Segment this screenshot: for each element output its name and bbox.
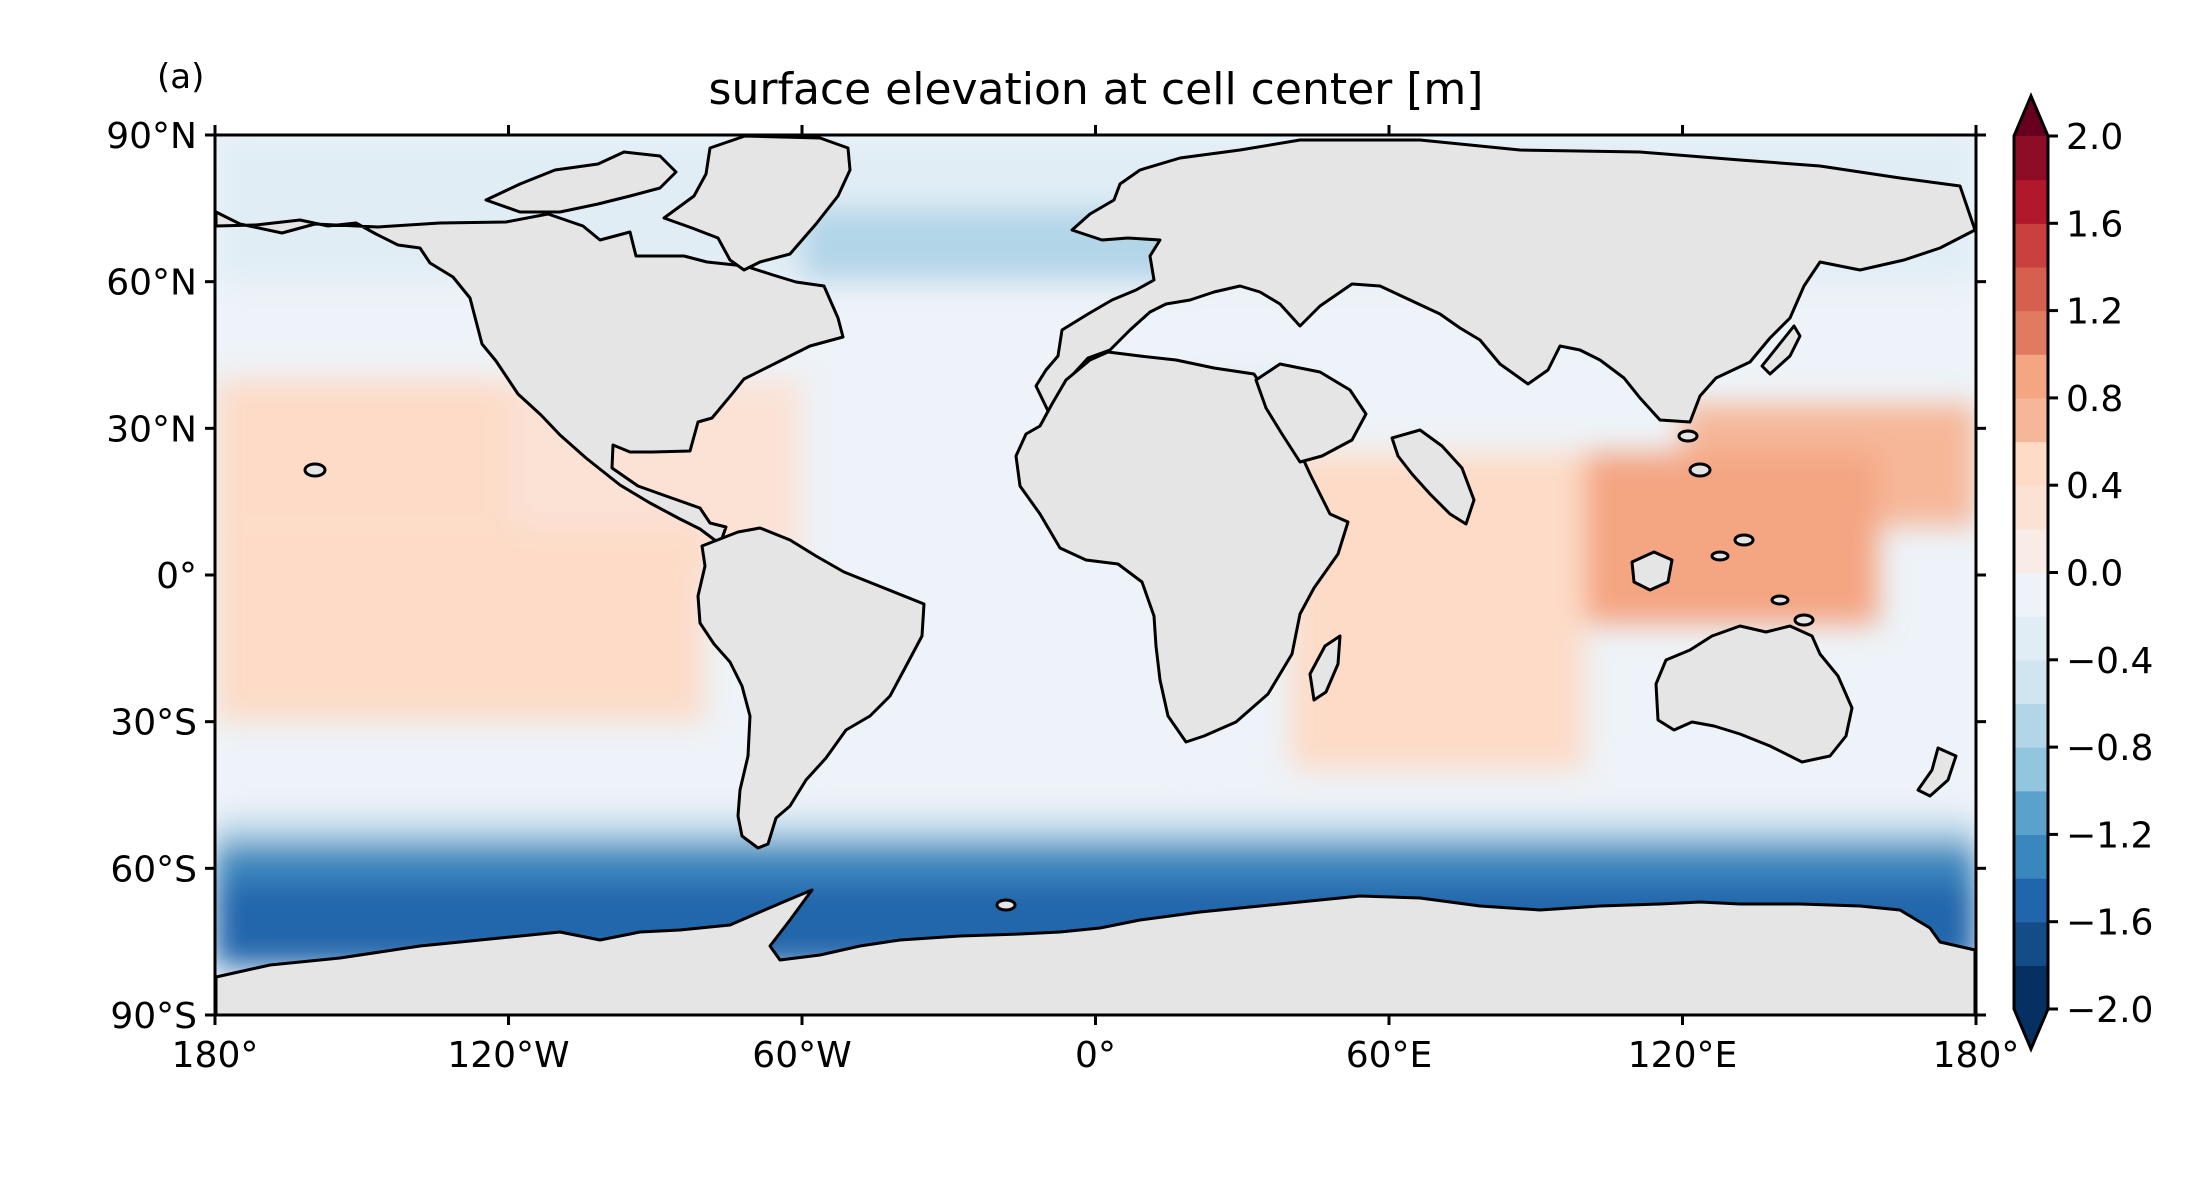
colorbar-ticks: 2.0 1.6 1.2 0.8 0.4 0.0 −0.4 −0.8 −1.2 −1.6 −2.0: [2048, 117, 2153, 1031]
landmass-arabia: [1254, 362, 1368, 464]
colorbar-tick-label: −0.8: [2066, 728, 2153, 769]
landmass-borneo: [1630, 550, 1674, 592]
colorbar-segment: [2014, 179, 2048, 224]
x-tick-label: 0°: [1075, 1035, 1116, 1076]
field-band: [215, 843, 1976, 883]
island: [303, 462, 327, 478]
colorbar-segment: [2014, 965, 2048, 1010]
landmass-africa: [1014, 350, 1350, 744]
colorbar-tick-label: 0.4: [2066, 466, 2123, 507]
landmass-antarctica: [215, 888, 1976, 1015]
colorbar-tick-label: 1.2: [2066, 292, 2123, 333]
colorbar-tick-label: −1.2: [2066, 815, 2153, 856]
colorbar-segment: [2014, 659, 2048, 705]
landmass-india: [1390, 428, 1476, 526]
land-layer: [215, 135, 1976, 1015]
x-tick-label: 120°W: [447, 1035, 569, 1076]
colorbar-segment: [2014, 441, 2048, 486]
colorbar-segment: [2014, 528, 2048, 574]
colorbar-tick-label: −1.6: [2066, 903, 2153, 944]
colorbar-segment: [2014, 485, 2048, 530]
colorbar-segments: [2014, 136, 2048, 1010]
y-tick-label: 30°N: [106, 409, 197, 450]
colorbar-tick-label: 2.0: [2066, 117, 2123, 158]
field-band: [215, 526, 705, 722]
colorbar-tick-label: 1.6: [2066, 204, 2123, 245]
colorbar-tick-label: 0.0: [2066, 554, 2123, 595]
colorbar-segment: [2014, 616, 2048, 661]
colorbar-segment: [2014, 310, 2048, 355]
colorbar-under-extend: [2014, 1009, 2048, 1049]
landmass-new-zealand: [1916, 746, 1958, 798]
island: [1710, 550, 1730, 562]
field-band: [215, 379, 509, 527]
x-tick-label: 120°E: [1628, 1035, 1737, 1076]
x-tick-label: 60°E: [1346, 1035, 1433, 1076]
colorbar-segment: [2014, 223, 2048, 268]
y-tick-label: 90°S: [110, 996, 197, 1037]
colorbar-segment: [2014, 790, 2048, 835]
colorbar-segment: [2014, 878, 2048, 923]
panel-label: (a): [157, 57, 204, 97]
colorbar-tick-label: −2.0: [2066, 990, 2153, 1031]
colorbar-segment: [2014, 136, 2048, 181]
x-axis-ticks: 180° 120°W 60°W 0° 60°E 120°E 180°: [172, 125, 2020, 1076]
field-band: [215, 819, 1976, 844]
y-tick-label: 60°N: [106, 263, 197, 304]
colorbar-segment: [2014, 397, 2048, 443]
island: [1688, 462, 1712, 478]
landmass-greenland: [662, 135, 852, 272]
y-axis-ticks: 90°N 60°N 30°N 0° 30°S 60°S 90°S: [106, 116, 1986, 1037]
y-tick-label: 30°S: [110, 703, 197, 744]
colorbar-segment: [2014, 354, 2048, 399]
colorbar-tick-label: 0.8: [2066, 379, 2123, 420]
map-area: [215, 135, 1976, 1015]
x-tick-label: 60°W: [752, 1035, 851, 1076]
island: [1770, 594, 1790, 606]
colorbar: 2.0 1.6 1.2 0.8 0.4 0.0 −0.4 −0.8 −1.2 −1.6 −2.0: [2012, 92, 2153, 1053]
landmass-australia: [1654, 624, 1854, 764]
colorbar-tick-label: −0.4: [2066, 641, 2153, 682]
x-tick-label: 180°: [172, 1035, 259, 1076]
island: [1793, 613, 1815, 627]
landmass-north-america: [215, 210, 845, 546]
landmass-south-america: [696, 526, 926, 850]
island: [1677, 429, 1699, 443]
field-band: [215, 770, 1976, 820]
landmass-arctic-islands: [484, 150, 678, 214]
x-tick-label: 180°: [1933, 1035, 2020, 1076]
colorbar-segment: [2014, 572, 2048, 617]
colorbar-segment: [2014, 921, 2048, 966]
colorbar-segment: [2014, 747, 2048, 792]
y-tick-label: 0°: [156, 556, 197, 597]
field-band: [1291, 452, 1585, 771]
colorbar-segment: [2014, 834, 2048, 879]
landmass-eurasia: [1034, 138, 1976, 424]
landmass-japan: [1760, 324, 1802, 376]
colorbar-segment: [2014, 266, 2048, 312]
field-band: [1584, 452, 1879, 624]
landmass-madagascar: [1308, 634, 1342, 702]
colorbar-over-extend: [2014, 96, 2048, 136]
map-title: surface elevation at cell center [m]: [709, 64, 1484, 115]
y-tick-label: 90°N: [106, 116, 197, 157]
island-markers: [303, 429, 1815, 912]
island: [1733, 533, 1755, 547]
y-tick-label: 60°S: [110, 849, 197, 890]
colorbar-segment: [2014, 703, 2048, 748]
island: [995, 898, 1017, 912]
